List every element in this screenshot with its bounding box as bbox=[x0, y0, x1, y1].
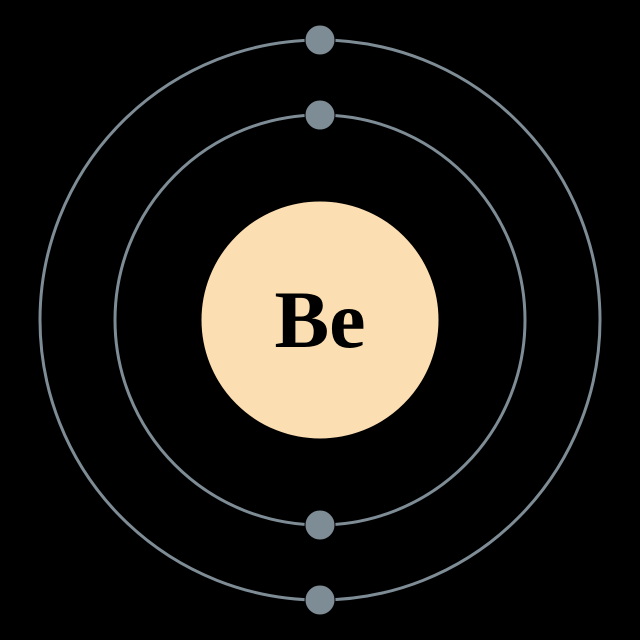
electron bbox=[305, 100, 335, 130]
element-symbol: Be bbox=[274, 273, 365, 367]
electron bbox=[305, 510, 335, 540]
atom-diagram: Be bbox=[0, 0, 640, 640]
electron bbox=[305, 585, 335, 615]
electron bbox=[305, 25, 335, 55]
